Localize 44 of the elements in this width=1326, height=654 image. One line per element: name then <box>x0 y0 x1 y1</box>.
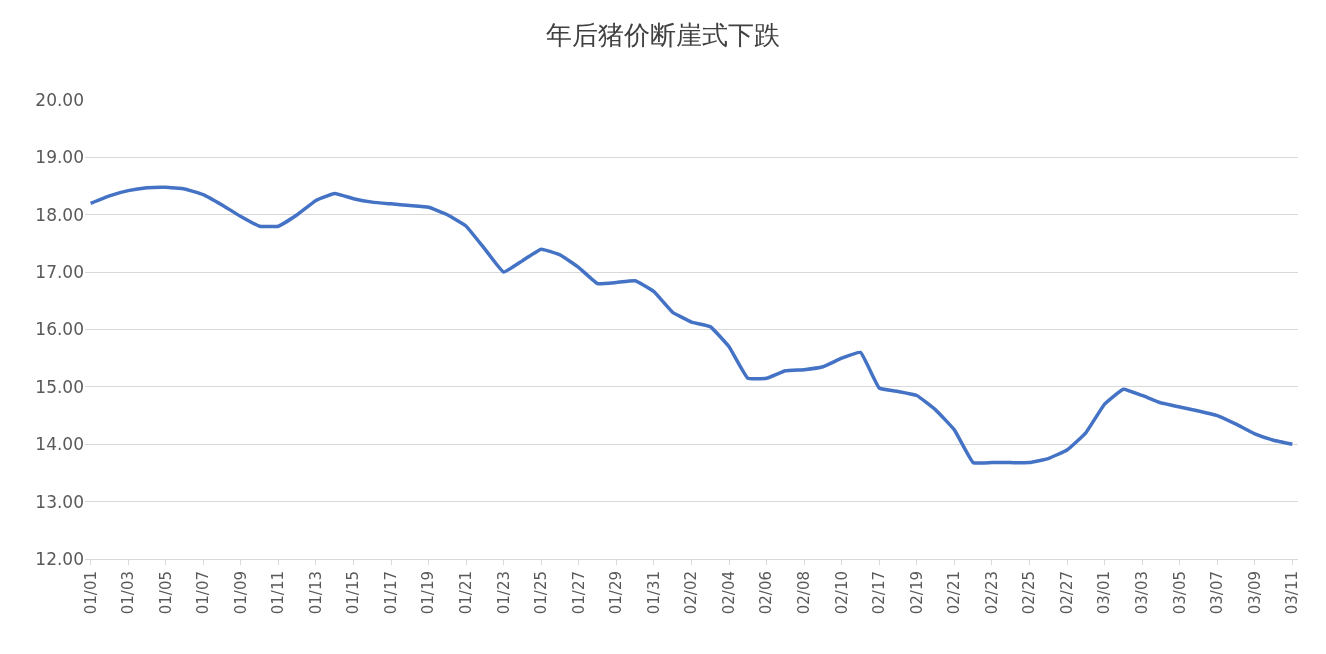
y-tick-label: 14.00 <box>35 434 84 455</box>
x-tick-label: 02/27 <box>1057 571 1076 615</box>
y-tick-label: 15.00 <box>35 376 84 397</box>
y-tick-label: 20.00 <box>35 89 84 110</box>
x-tick-label: 02/23 <box>982 571 1001 615</box>
x-tick-label: 01/19 <box>419 571 438 615</box>
x-tick-label: 01/23 <box>494 571 513 615</box>
x-tick-label: 03/09 <box>1245 571 1264 615</box>
x-tick-label: 01/25 <box>532 571 551 615</box>
y-tick-label: 18.00 <box>35 204 84 225</box>
x-tick-label: 01/09 <box>231 571 250 615</box>
y-tick-label: 19.00 <box>35 147 84 168</box>
x-tick-label: 01/17 <box>381 571 400 615</box>
x-tick-label: 02/17 <box>870 571 889 615</box>
x-tick-label: 01/31 <box>644 571 663 615</box>
x-tick-label: 01/15 <box>344 571 363 615</box>
x-tick-label: 02/08 <box>795 571 814 615</box>
x-tick-label: 01/11 <box>269 571 288 615</box>
x-tick-label: 03/11 <box>1283 571 1302 615</box>
x-tick-label: 01/29 <box>607 571 626 615</box>
y-tick-label: 13.00 <box>35 491 84 512</box>
x-tick-label: 03/01 <box>1095 571 1114 615</box>
x-tick-label: 01/27 <box>569 571 588 615</box>
x-tick-label: 02/25 <box>1020 571 1039 615</box>
x-tick-label: 01/07 <box>194 571 213 615</box>
y-tick-label: 17.00 <box>35 262 84 283</box>
chart-title: 年后猪价断崖式下跌 <box>546 20 780 51</box>
y-tick-label: 12.00 <box>35 548 84 569</box>
x-tick-label: 02/04 <box>719 571 738 615</box>
line-series <box>88 185 1295 465</box>
x-tick-label: 02/21 <box>945 571 964 615</box>
x-tick-label: 01/13 <box>306 571 325 615</box>
x-tick-label: 02/02 <box>682 571 701 615</box>
x-tick-label: 03/07 <box>1208 571 1227 615</box>
x-tick-label: 02/06 <box>757 571 776 615</box>
x-tick-label: 03/03 <box>1133 571 1152 615</box>
x-tick-label: 01/05 <box>156 571 175 615</box>
x-tick-label: 01/03 <box>119 571 138 615</box>
x-tick-label: 03/05 <box>1170 571 1189 615</box>
x-tick-label: 02/10 <box>832 571 851 615</box>
x-tick-label: 01/01 <box>81 571 100 615</box>
x-tick-label: 01/21 <box>457 571 476 615</box>
y-tick-label: 16.00 <box>35 319 84 340</box>
x-tick-label: 02/19 <box>907 571 926 615</box>
